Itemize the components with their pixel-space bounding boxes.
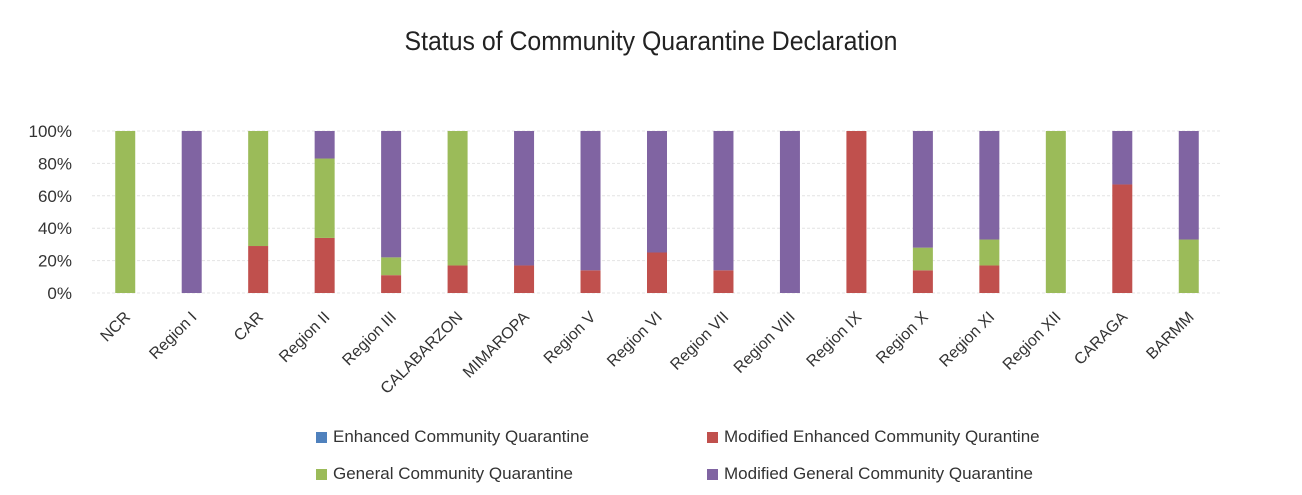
bar-segment <box>912 247 933 271</box>
bar-segment <box>1112 131 1133 185</box>
bar-segment <box>912 270 933 293</box>
bar-segment <box>1178 131 1199 240</box>
x-tick-label: Region VII <box>667 309 732 374</box>
x-tick-label: Region III <box>339 309 399 369</box>
x-tick-label: MIMAROPA <box>460 309 533 382</box>
bar-segment <box>314 237 335 293</box>
x-tick-label: NCR <box>98 309 135 346</box>
bar-segment <box>381 131 402 258</box>
bar-segment <box>580 270 601 293</box>
y-axis-tick-labels: 0% 20% 40% 60% 80% 100% <box>29 122 72 303</box>
bar-segment <box>248 131 269 247</box>
y-tick-label: 80% <box>38 154 72 173</box>
x-axis-tick-labels: NCR Region I CAR Region II Region IIICALABAR… <box>98 309 1198 398</box>
y-tick-label: 0% <box>47 284 72 303</box>
bar-segment <box>181 131 202 293</box>
bar-segment <box>514 265 535 293</box>
x-tick-label: Region VI <box>604 309 666 371</box>
bar-segment <box>846 131 867 293</box>
bar-segment <box>1178 239 1199 293</box>
bar-segment <box>381 257 402 276</box>
bar-segment <box>1045 131 1066 293</box>
bar-segment <box>447 265 468 293</box>
y-tick-label: 40% <box>38 219 72 238</box>
x-tick-label: Region XI <box>936 309 998 371</box>
bar-segment <box>713 270 734 293</box>
x-tick-label: Region XII <box>1000 309 1065 374</box>
bar-segment <box>979 265 1000 293</box>
bar-segment <box>447 131 468 266</box>
bar-segment <box>647 131 667 253</box>
bar-segment <box>979 239 1000 266</box>
bar-segment <box>115 131 136 293</box>
x-tick-label: Region VIII <box>731 309 799 377</box>
x-tick-label: Region I <box>146 309 200 363</box>
y-tick-label: 20% <box>38 252 72 271</box>
bar-segment <box>248 246 269 293</box>
x-tick-label: Region IX <box>804 309 866 371</box>
bar-segment <box>580 131 601 271</box>
bar-segment <box>1112 184 1133 293</box>
x-tick-label: BARMM <box>1143 309 1197 363</box>
bar-segment <box>912 131 933 248</box>
bar-segment <box>713 131 734 271</box>
x-tick-label: CAR <box>231 309 267 345</box>
bar-segment <box>381 275 402 293</box>
y-tick-label: 60% <box>38 187 72 206</box>
bar-segment <box>314 131 335 159</box>
x-tick-label: Region II <box>276 309 333 366</box>
chart-title: Status of Community Quarantine Declarati… <box>404 26 898 56</box>
bar-segment <box>647 252 667 293</box>
x-tick-label: CARAGA <box>1071 309 1131 369</box>
bar-series-group <box>115 131 1199 293</box>
bar-segment <box>979 131 1000 240</box>
bar-segment <box>514 131 535 266</box>
bar-segment <box>314 158 335 238</box>
x-tick-label: Region X <box>873 309 932 368</box>
bar-segment <box>779 131 800 293</box>
x-tick-label: Region V <box>541 309 600 368</box>
y-tick-label: 100% <box>29 122 72 141</box>
